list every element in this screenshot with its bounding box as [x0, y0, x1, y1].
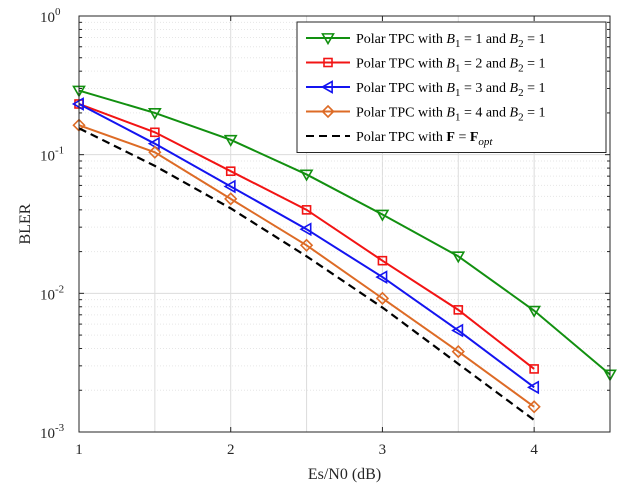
- data-point: [225, 166, 236, 176]
- y-axis-label: BLER: [17, 203, 34, 244]
- data-point: [299, 169, 314, 182]
- legend-marker: [323, 57, 333, 68]
- series-line: [78, 127, 535, 421]
- data-point: [453, 305, 464, 315]
- data-point: [223, 134, 238, 147]
- series-line: [78, 89, 611, 376]
- data-point: [527, 305, 542, 318]
- x-tick-label: 2: [227, 442, 235, 458]
- data-point: [299, 238, 314, 252]
- data-point: [529, 364, 539, 374]
- series-3: [71, 97, 540, 395]
- legend-label: Polar TPC with B1 = 1 and B2 = 1: [356, 32, 546, 50]
- data-point: [223, 179, 236, 194]
- legend-label: Polar TPC with B1 = 4 and B2 = 1: [356, 106, 546, 124]
- x-tick-label: 3: [379, 442, 387, 458]
- data-point: [147, 107, 162, 121]
- legend-marker: [320, 80, 333, 94]
- data-point: [299, 222, 312, 237]
- data-point: [451, 251, 466, 264]
- series-line: [78, 124, 535, 408]
- legend-entry: Polar TPC with B1 = 2 and B2 = 1: [306, 57, 546, 75]
- series-line: [78, 103, 535, 389]
- legend-marker: [321, 33, 335, 46]
- legend-label: Polar TPC with B1 = 2 and B2 = 1: [356, 57, 546, 75]
- data-point: [224, 192, 238, 206]
- data-point: [150, 127, 160, 138]
- y-tick-label: 100: [40, 6, 61, 26]
- legend-entry: Polar TPC with B1 = 4 and B2 = 1: [306, 104, 546, 124]
- data-point: [375, 209, 390, 222]
- plot-frame: [78, 15, 611, 433]
- data-point: [375, 270, 388, 284]
- data-point: [377, 255, 388, 266]
- legend-marker: [321, 104, 335, 119]
- legend-entry: Polar TPC with F = Fopt: [306, 130, 493, 148]
- data-point: [375, 291, 390, 305]
- axis-ticks: 1 2 3 4 100 10-1 10-2 10-3: [40, 6, 610, 458]
- series-1: [72, 85, 617, 382]
- legend-entry: Polar TPC with B1 = 3 and B2 = 1: [306, 80, 546, 99]
- y-tick-label: 10-1: [40, 145, 64, 165]
- y-tick-label: 10-2: [40, 283, 64, 303]
- x-tick-label: 4: [530, 442, 538, 458]
- x-tick-label: 1: [75, 442, 83, 458]
- series-4: [72, 118, 541, 414]
- legend-label: Polar TPC with F = Fopt: [356, 130, 493, 148]
- data-point: [451, 344, 465, 359]
- data-point: [527, 400, 541, 414]
- legend-entry: Polar TPC with B1 = 1 and B2 = 1: [306, 32, 546, 50]
- y-tick-label: 10-3: [40, 422, 65, 442]
- series-layer: [71, 85, 617, 421]
- data-point: [451, 323, 464, 338]
- series-line: [78, 103, 535, 370]
- series-5: [78, 127, 535, 421]
- data-point: [527, 380, 540, 395]
- data-point: [148, 145, 162, 159]
- x-axis-label: Es/N0 (dB): [308, 466, 381, 483]
- legend-label: Polar TPC with B1 = 3 and B2 = 1: [356, 81, 546, 99]
- data-point: [71, 97, 84, 111]
- data-point: [301, 205, 312, 215]
- legend: Polar TPC with B1 = 1 and B2 = 1 Polar TP…: [296, 21, 607, 153]
